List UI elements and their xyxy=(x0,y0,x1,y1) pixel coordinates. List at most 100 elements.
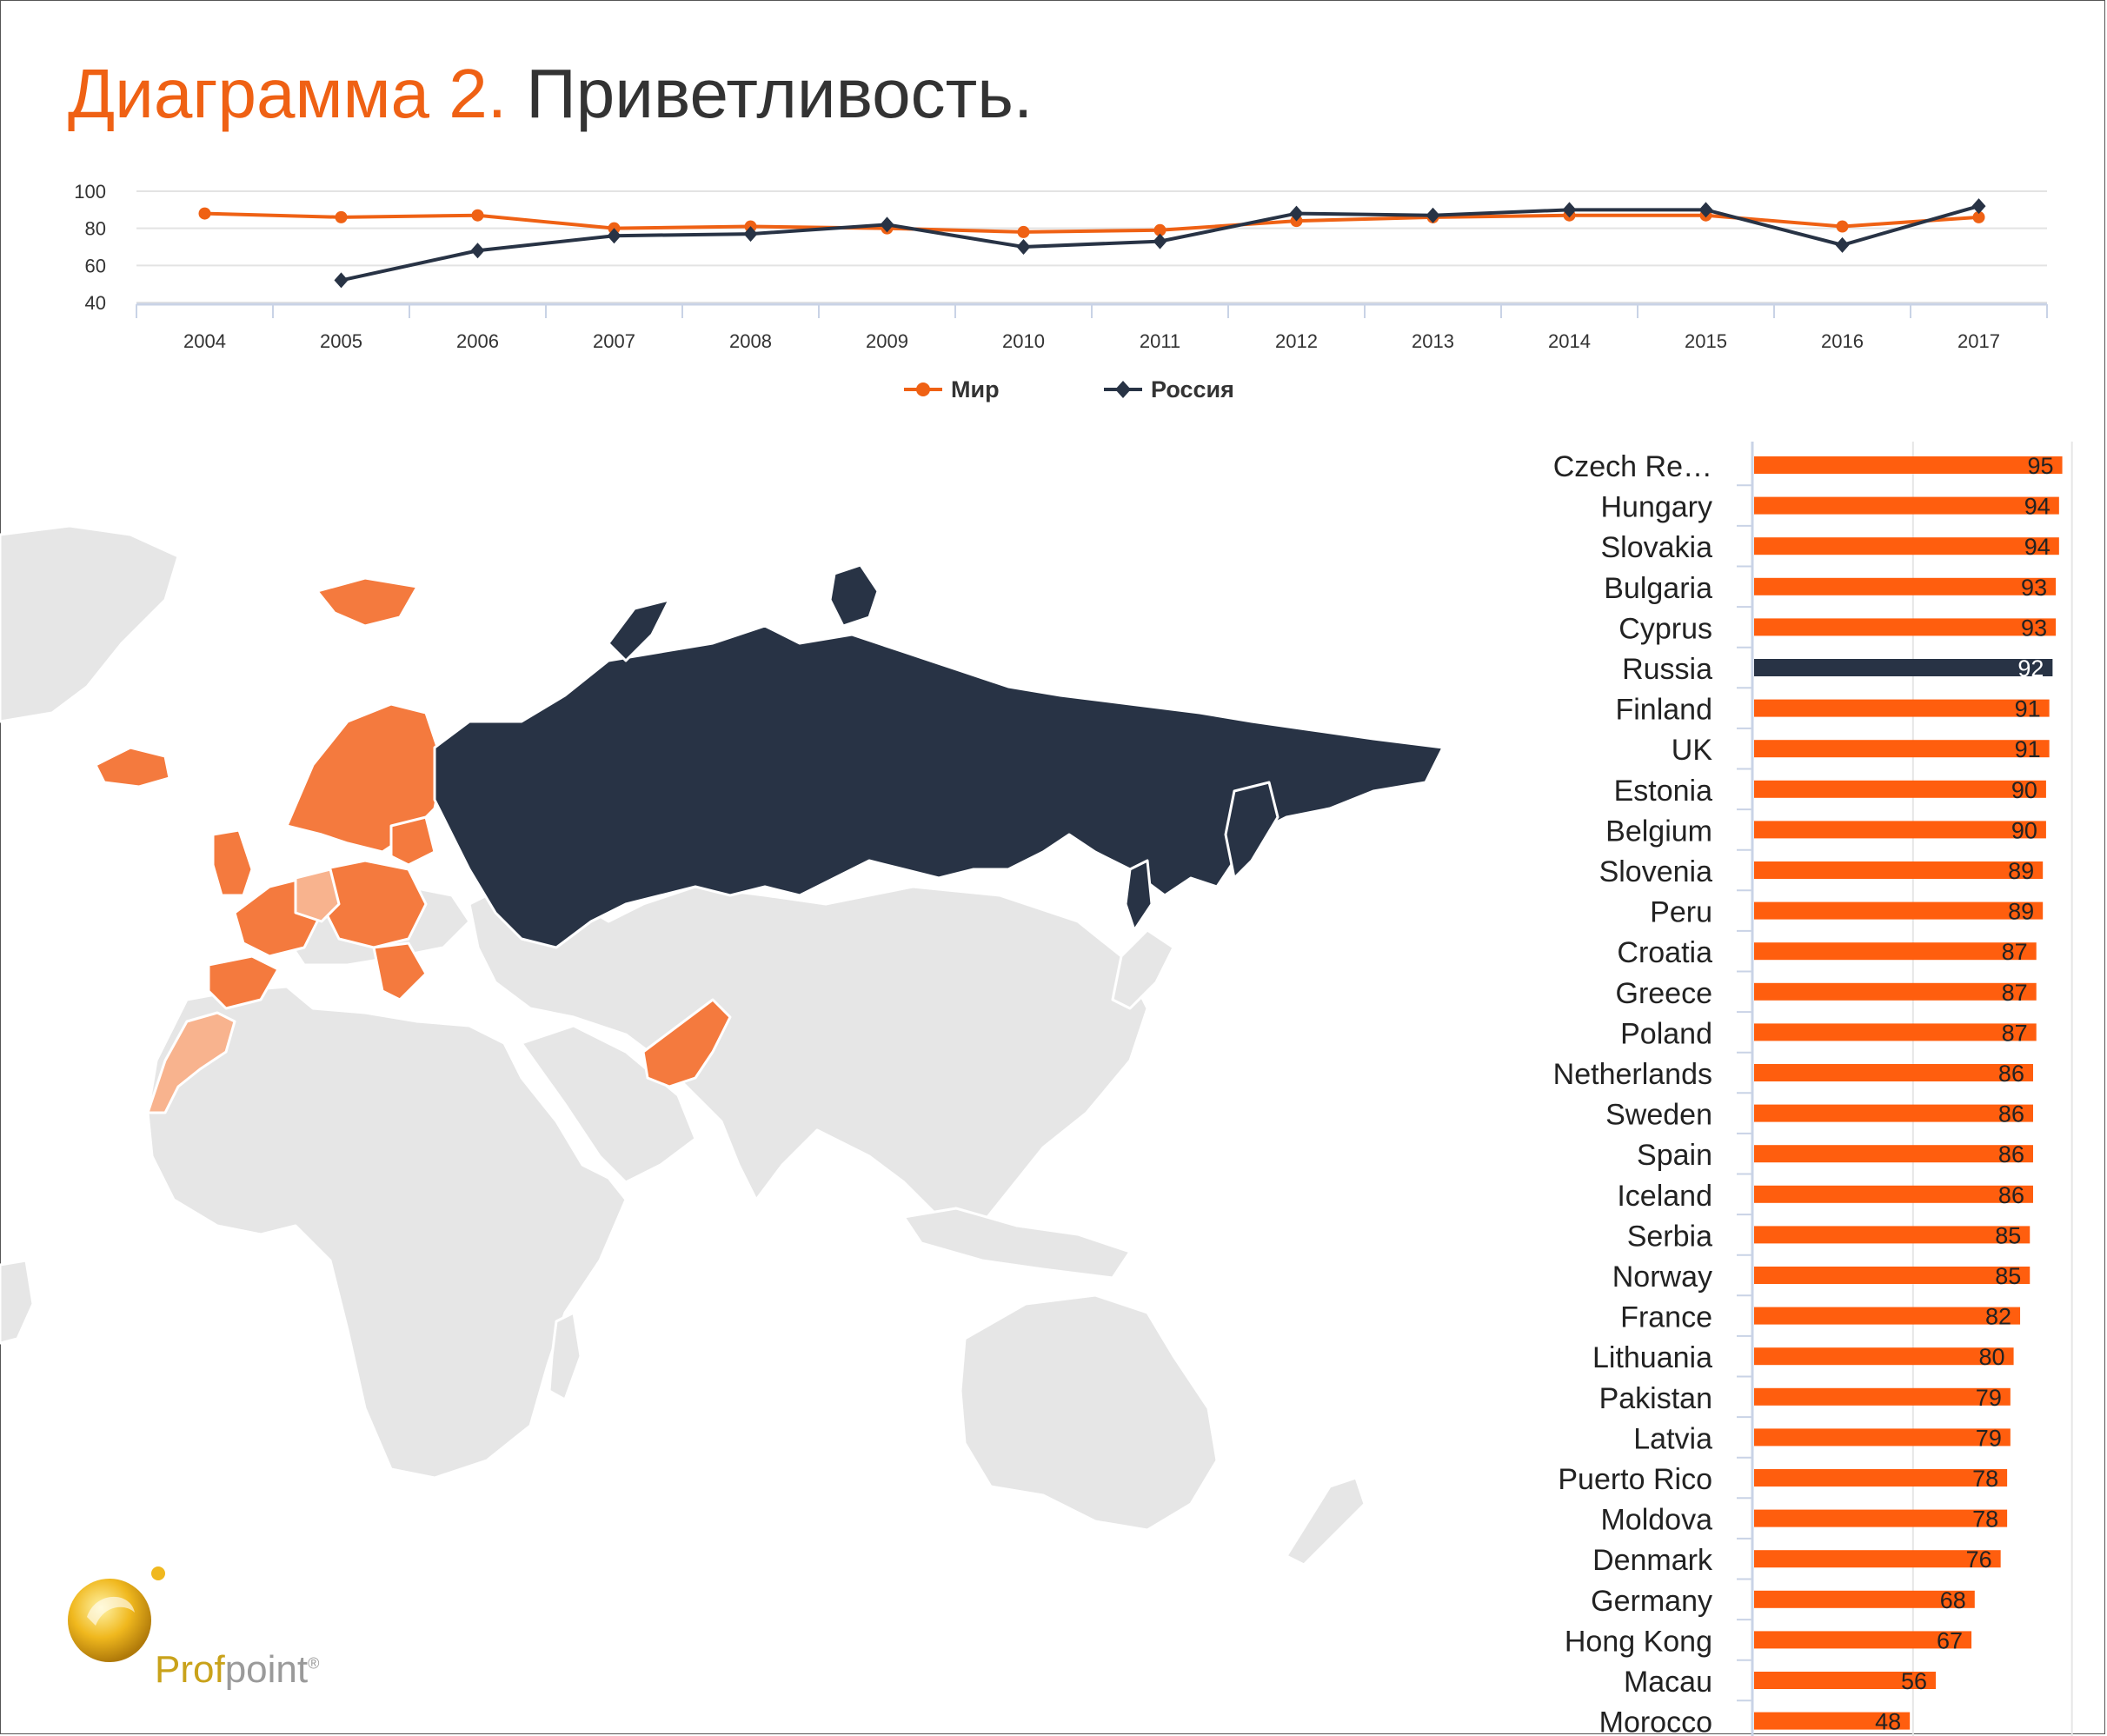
bar-value-label: 87 xyxy=(2002,980,2028,1006)
map-balkans xyxy=(372,941,428,1001)
legend-label-russia: Россия xyxy=(1151,376,1234,402)
map-svalbard xyxy=(316,576,419,628)
line-chart-y-tick: 100 xyxy=(74,181,106,203)
bar xyxy=(1754,1023,2037,1041)
line-chart-x-tick: 2017 xyxy=(1957,330,2000,352)
bar-value-label: 56 xyxy=(1901,1668,1927,1694)
bar xyxy=(1754,740,2050,758)
line-point-world xyxy=(1972,210,1985,223)
bar-label: Latvia xyxy=(1633,1422,1712,1455)
bar-label: Lithuania xyxy=(1592,1341,1712,1374)
profpoint-logo-icon xyxy=(68,1566,165,1662)
map-arabia xyxy=(520,1024,697,1184)
map-japan xyxy=(1111,928,1175,1010)
bar-value-label: 78 xyxy=(1972,1507,1998,1533)
line-chart-series xyxy=(198,198,1986,289)
line-chart-x-tick: 2013 xyxy=(1412,330,1454,352)
bar-label: Denmark xyxy=(1592,1544,1713,1577)
map-russia xyxy=(433,624,1445,949)
line-point-world xyxy=(1836,220,1849,233)
profpoint-logo-text: Profpoint® xyxy=(155,1648,319,1692)
bar xyxy=(1754,1185,2033,1203)
bar-value-label: 92 xyxy=(2017,655,2044,682)
bar-value-label: 91 xyxy=(2015,736,2041,762)
bar xyxy=(1754,1631,1972,1649)
bar xyxy=(1754,1307,2021,1325)
line-chart-x-tick: 2016 xyxy=(1821,330,1864,352)
bar xyxy=(1754,1347,2014,1366)
line-chart-x-tick: 2015 xyxy=(1685,330,1727,352)
map-africa xyxy=(146,985,628,1480)
bar-label: Moldova xyxy=(1600,1504,1712,1537)
bar-value-label: 79 xyxy=(1976,1425,2002,1451)
line-chart-x-tick: 2008 xyxy=(729,330,772,352)
map-morocco xyxy=(146,1011,236,1114)
map-sakhalin xyxy=(1124,859,1153,932)
line-point-world xyxy=(471,209,484,222)
bar-label: Macau xyxy=(1624,1666,1712,1699)
legend-label-world: Мир xyxy=(951,376,1000,402)
bar-label: Bulgaria xyxy=(1604,572,1712,605)
bar-value-label: 78 xyxy=(1972,1466,1998,1492)
line-chart-x-tick: 2006 xyxy=(456,330,499,352)
bar-value-label: 87 xyxy=(2002,939,2028,965)
bar-label: Poland xyxy=(1620,1017,1712,1050)
bar-label: Russia xyxy=(1622,653,1712,686)
line-point-world xyxy=(1153,223,1166,236)
map-novaya-zemlya xyxy=(607,598,671,662)
legend-marker-icon xyxy=(916,382,930,396)
brand-mark: ® xyxy=(308,1654,320,1673)
bar-value-label: 93 xyxy=(2021,615,2047,641)
bar xyxy=(1754,901,2044,920)
map-madagascar xyxy=(548,1311,582,1401)
line-chart-grid xyxy=(136,190,2048,318)
line-point-russia xyxy=(1153,233,1167,249)
bar xyxy=(1754,1509,2008,1527)
map-iceland xyxy=(94,746,171,788)
bar xyxy=(1754,1226,2031,1244)
bar-value-label: 48 xyxy=(1875,1709,1901,1735)
bar xyxy=(1754,942,2037,961)
bar-value-label: 68 xyxy=(1940,1587,1966,1613)
bar-value-label: 85 xyxy=(1995,1263,2021,1289)
line-chart-x-tick: 2012 xyxy=(1275,330,1318,352)
bar-value-label: 82 xyxy=(1985,1304,2011,1330)
bar-label: Norway xyxy=(1612,1260,1712,1294)
title-number: Диаграмма 2. xyxy=(68,55,507,132)
map-spain xyxy=(207,954,280,1010)
bar-label: Peru xyxy=(1650,896,1712,929)
line-point-russia xyxy=(1835,236,1850,253)
bar xyxy=(1754,1145,2033,1163)
map-baltics xyxy=(389,815,436,867)
bar xyxy=(1754,1590,1975,1608)
map-pakistan xyxy=(641,998,732,1088)
bar-label: Spain xyxy=(1637,1139,1712,1172)
line-chart-legend: Мир Россия xyxy=(904,376,1234,402)
title-name: Приветливость. xyxy=(526,55,1034,132)
page-title: Диаграмма 2. Приветливость. xyxy=(68,54,1033,134)
line-chart-x-tick: 2004 xyxy=(183,330,226,352)
brand-suffix: point xyxy=(224,1648,309,1691)
line-chart-x-axis: 2004 2005 2006 2007 2008 2009 2010 2011 2012 2013… xyxy=(183,330,2000,352)
bar-label: Puerto Rico xyxy=(1558,1463,1712,1496)
bar-label: Czech Re… xyxy=(1553,450,1712,483)
bar xyxy=(1754,496,2059,515)
bar-value-label: 80 xyxy=(1979,1344,2005,1370)
bar-label: Slovakia xyxy=(1600,531,1712,564)
map-uk xyxy=(211,828,254,897)
line-series-world xyxy=(204,211,1979,234)
map-new-zealand xyxy=(1285,1476,1366,1566)
line-chart-x-tick: 2010 xyxy=(1002,330,1045,352)
line-point-russia xyxy=(1016,239,1031,255)
bar-value-label: 86 xyxy=(1998,1101,2024,1127)
bar-value-label: 93 xyxy=(2021,575,2047,601)
bar xyxy=(1754,1672,1937,1689)
line-point-world xyxy=(198,207,211,220)
bar xyxy=(1754,1469,2008,1487)
bar-value-label: 89 xyxy=(2008,858,2034,884)
line-chart-x-tick: 2014 xyxy=(1548,330,1591,352)
bar-chart-bars xyxy=(1754,456,2063,1730)
